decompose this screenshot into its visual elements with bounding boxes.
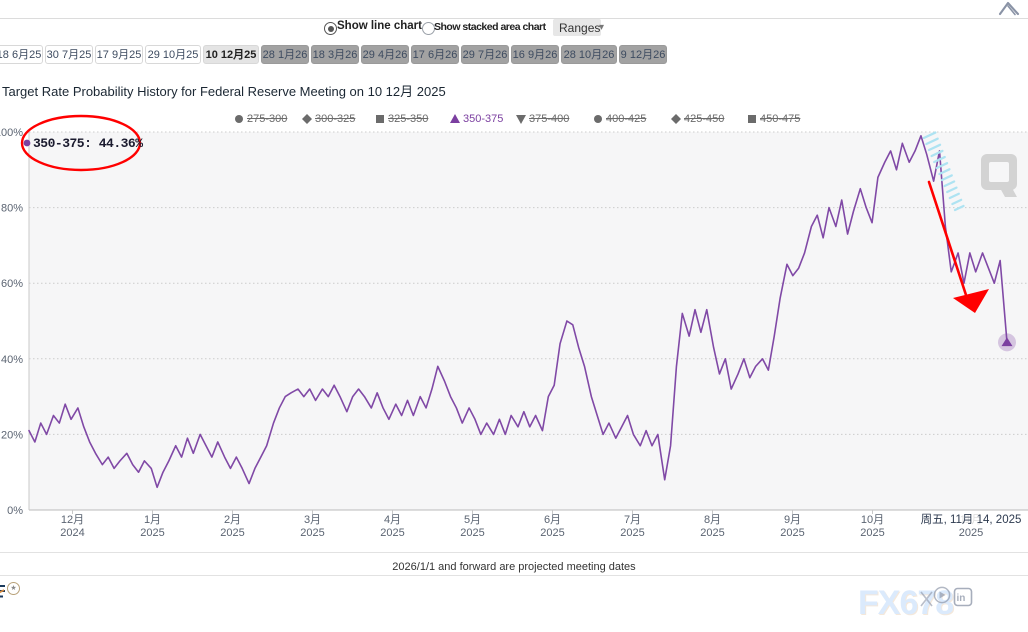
svg-text:in: in <box>957 593 966 604</box>
svg-text:8月: 8月 <box>704 514 721 526</box>
svg-text:20%: 20% <box>1 429 23 441</box>
svg-text:12月: 12月 <box>61 514 84 526</box>
svg-text:2025: 2025 <box>780 527 804 539</box>
svg-text:2月: 2月 <box>224 514 241 526</box>
svg-text:10月: 10月 <box>861 514 884 526</box>
svg-text:2025: 2025 <box>620 527 644 539</box>
svg-text:40%: 40% <box>1 354 23 366</box>
svg-text:3月: 3月 <box>304 514 321 526</box>
svg-text:2025: 2025 <box>460 527 484 539</box>
svg-text:350-375: 44.36%: 350-375: 44.36% <box>33 136 143 151</box>
svg-text:2025: 2025 <box>700 527 724 539</box>
svg-text:2025: 2025 <box>380 527 404 539</box>
svg-text:2025: 2025 <box>140 527 164 539</box>
svg-text:5月: 5月 <box>464 514 481 526</box>
svg-text:2024: 2024 <box>60 527 84 539</box>
svg-text:0%: 0% <box>7 505 23 517</box>
svg-text:1月: 1月 <box>144 514 161 526</box>
svg-text:100%: 100% <box>0 127 23 139</box>
svg-text:周五, 11月 14, 2025: 周五, 11月 14, 2025 <box>921 513 1022 526</box>
svg-text:2025: 2025 <box>300 527 324 539</box>
svg-text:2025: 2025 <box>959 527 983 539</box>
svg-text:9月: 9月 <box>784 514 801 526</box>
svg-text:2025: 2025 <box>220 527 244 539</box>
svg-text:2025: 2025 <box>540 527 564 539</box>
svg-text:2025: 2025 <box>860 527 884 539</box>
svg-text:7月: 7月 <box>624 514 641 526</box>
svg-text:80%: 80% <box>1 203 23 215</box>
svg-text:60%: 60% <box>1 278 23 290</box>
svg-text:4月: 4月 <box>384 514 401 526</box>
svg-text:6月: 6月 <box>544 514 561 526</box>
